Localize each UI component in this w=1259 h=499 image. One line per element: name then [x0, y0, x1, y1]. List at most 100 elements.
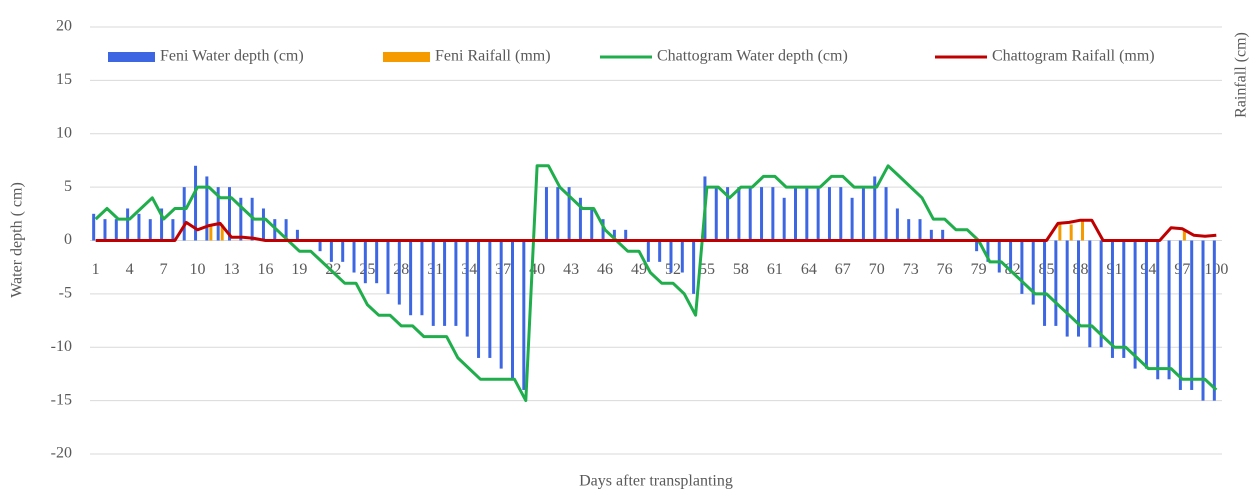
- bar: [261, 208, 265, 241]
- x-tick-label: 19: [291, 261, 307, 278]
- bar: [748, 187, 752, 241]
- bar: [420, 240, 424, 316]
- bar: [1178, 240, 1182, 390]
- y-axis-label: Water depth ( cm): [9, 182, 26, 298]
- y-tick-label: -5: [59, 285, 72, 302]
- bar: [1190, 240, 1194, 390]
- x-tick-label: 67: [835, 261, 851, 278]
- bar: [601, 219, 605, 241]
- bar: [895, 208, 899, 241]
- bar: [511, 240, 514, 380]
- y2-axis-label: Rainfall (cm): [1233, 32, 1250, 118]
- x-tick-label: 52: [665, 261, 681, 278]
- bar: [1065, 240, 1069, 337]
- bar: [692, 240, 696, 294]
- bar: [363, 240, 367, 284]
- x-tick-label: 1: [92, 261, 100, 278]
- bar: [1054, 240, 1058, 326]
- bar: [714, 187, 718, 241]
- y-tick-label: 10: [56, 124, 72, 141]
- bar: [216, 187, 220, 241]
- bar: [1020, 240, 1024, 294]
- x-tick-label: 16: [257, 261, 273, 278]
- bar: [182, 187, 186, 241]
- legend-label: Feni Water depth (cm): [160, 48, 304, 65]
- bar: [861, 187, 865, 241]
- bar: [771, 187, 775, 241]
- y-tick-label: 15: [56, 71, 72, 88]
- bar: [1058, 224, 1062, 241]
- bar: [737, 187, 741, 241]
- y-tick-label: -20: [51, 445, 72, 462]
- x-tick-label: 100: [1204, 261, 1228, 278]
- bar: [884, 187, 888, 241]
- y-tick-label: 0: [64, 231, 72, 248]
- bar: [386, 240, 390, 294]
- x-tick-label: 13: [224, 261, 240, 278]
- bar: [827, 187, 831, 241]
- x-axis-label: Days after transplanting: [579, 473, 733, 490]
- legend-label: Chattogram Raifall (mm): [992, 48, 1155, 65]
- bar: [1043, 240, 1047, 326]
- y-tick-label: -10: [51, 338, 72, 355]
- bar: [1009, 240, 1013, 273]
- bar: [1122, 240, 1126, 358]
- bar: [612, 229, 616, 241]
- x-tick-label: 55: [699, 261, 715, 278]
- bar: [1201, 240, 1205, 401]
- bar: [431, 240, 435, 326]
- bar: [465, 240, 469, 337]
- bar: [986, 240, 990, 262]
- x-tick-label: 58: [733, 261, 749, 278]
- x-tick-label: 64: [801, 261, 817, 278]
- bar: [556, 187, 560, 241]
- bar: [171, 219, 175, 241]
- x-tick-label: 73: [903, 261, 919, 278]
- bar: [782, 197, 786, 241]
- x-tick-label: 88: [1073, 261, 1089, 278]
- bar: [443, 240, 447, 326]
- bar: [397, 240, 401, 305]
- x-tick-label: 82: [1005, 261, 1021, 278]
- bar: [209, 224, 213, 241]
- x-tick-label: 70: [869, 261, 885, 278]
- bar: [1077, 240, 1080, 337]
- x-tick-label: 28: [393, 261, 409, 278]
- bar: [1081, 219, 1084, 241]
- x-tick-label: 46: [597, 261, 613, 278]
- bar: [228, 187, 231, 241]
- bar: [375, 240, 379, 284]
- bar: [726, 187, 730, 241]
- bar: [160, 208, 164, 241]
- x-tick-label: 4: [126, 261, 134, 278]
- bar: [918, 219, 922, 241]
- bar: [488, 240, 492, 358]
- bar: [658, 240, 662, 262]
- x-tick-label: 34: [461, 261, 477, 278]
- bar: [522, 240, 526, 390]
- bar: [941, 229, 945, 241]
- bar: [805, 187, 809, 241]
- bar: [220, 224, 224, 241]
- x-tick-label: 10: [190, 261, 206, 278]
- bar: [760, 187, 764, 241]
- y-tick-label: -15: [51, 391, 72, 408]
- bar: [284, 219, 288, 241]
- bar: [92, 213, 96, 241]
- bar: [567, 187, 571, 241]
- bar: [907, 219, 911, 241]
- bar: [114, 219, 118, 241]
- x-tick-label: 22: [325, 261, 341, 278]
- x-tick-label: 76: [937, 261, 953, 278]
- bar: [669, 240, 673, 273]
- x-tick-label: 43: [563, 261, 579, 278]
- bar: [352, 240, 356, 273]
- x-tick-label: 94: [1140, 261, 1156, 278]
- bar: [646, 240, 650, 262]
- x-tick-label: 91: [1106, 261, 1122, 278]
- bar: [295, 229, 299, 241]
- legend-label: Chattogram Water depth (cm): [657, 48, 848, 65]
- bar: [544, 187, 548, 241]
- bar: [850, 197, 854, 241]
